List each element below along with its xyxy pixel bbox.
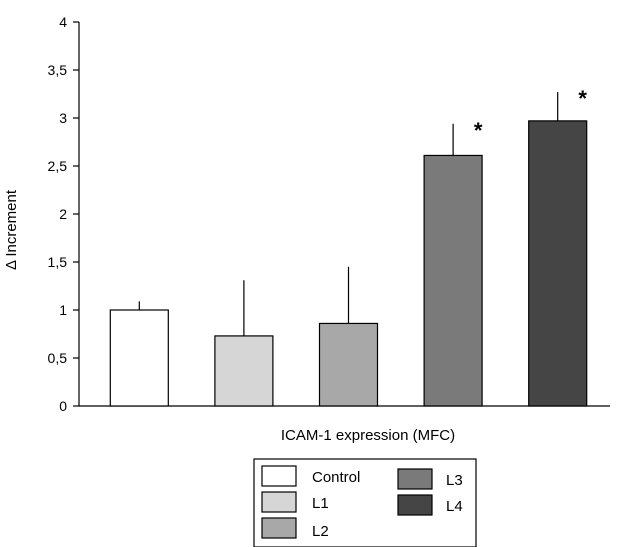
legend-label-control: Control: [312, 469, 360, 486]
y-tick-label: 0,5: [48, 350, 68, 366]
legend-label-l2: L2: [312, 523, 329, 540]
significance-markers: **: [474, 86, 588, 143]
y-tick-label: 2,5: [48, 158, 68, 174]
legend-label-l4: L4: [446, 498, 463, 515]
bar-l4: [528, 120, 588, 407]
bar-l1: [214, 335, 274, 407]
bar-l3: [423, 154, 483, 407]
y-axis: 0 0,5 1 1,5 2 2,5 3 3,5 4: [48, 14, 80, 414]
y-tick-label: 4: [59, 14, 67, 30]
y-tick-label: 3,5: [48, 62, 68, 78]
y-tick-label: 2: [59, 206, 67, 222]
legend-swatch-l4: [397, 494, 433, 516]
significance-star: *: [578, 86, 587, 111]
y-tick-label: 0: [59, 398, 67, 414]
legend-swatch-l3: [397, 468, 433, 490]
bar-control: [109, 309, 169, 407]
legend-swatch-control: [261, 465, 297, 487]
y-tick-label: 1,5: [48, 254, 68, 270]
y-tick-label: 1: [59, 302, 67, 318]
legend-swatch-l1: [261, 491, 297, 513]
legend-label-l1: L1: [312, 495, 329, 512]
y-axis-title: Δ Increment: [3, 189, 20, 270]
bar-l2: [318, 322, 379, 407]
error-bars: [138, 92, 559, 336]
legend: Control L1 L2 L3 L4: [253, 458, 477, 547]
legend-label-l3: L3: [446, 472, 463, 489]
legend-swatch-l2: [261, 517, 297, 539]
x-axis-title: ICAM-1 expression (MFC): [281, 427, 455, 444]
y-tick-label: 3: [59, 110, 67, 126]
significance-star: *: [474, 118, 483, 143]
bars: [109, 120, 588, 407]
